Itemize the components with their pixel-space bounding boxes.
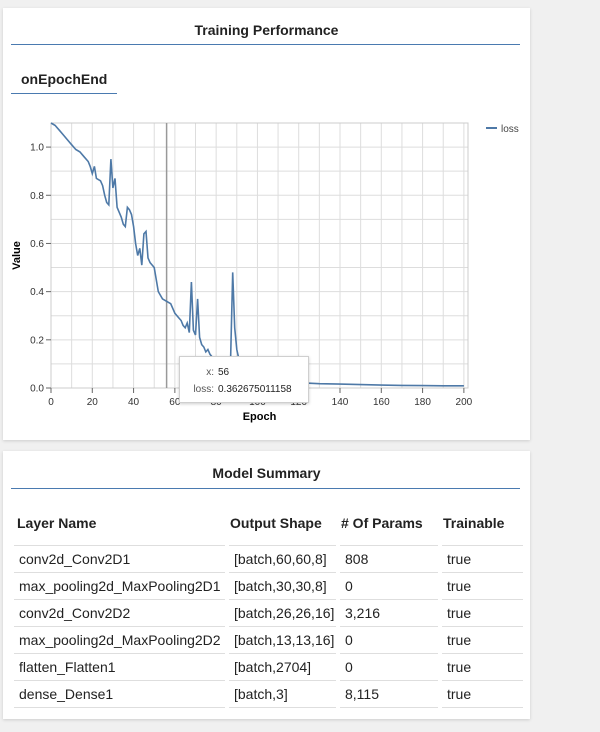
x-tick-label: 140 bbox=[332, 397, 349, 408]
summary-panel-title: Model Summary bbox=[212, 465, 321, 481]
table-row: max_pooling2d_MaxPooling2D2 [batch,13,13… bbox=[14, 626, 523, 654]
y-axis: 0.0 0.2 0.4 0.6 0.8 1.0 bbox=[30, 143, 51, 395]
training-panel-title: Training Performance bbox=[194, 22, 339, 38]
table-row: max_pooling2d_MaxPooling2D1 [batch,30,30… bbox=[14, 572, 523, 600]
x-tick-label: 200 bbox=[456, 397, 473, 408]
summary-title-divider bbox=[11, 488, 520, 489]
legend[interactable]: loss bbox=[486, 124, 519, 135]
x-tick-label: 0 bbox=[48, 397, 54, 408]
cell-params: 8,115 bbox=[336, 680, 440, 708]
cell-trainable: true bbox=[438, 653, 523, 681]
hover-tooltip: x: 56 loss: 0.362675011158 bbox=[179, 356, 309, 403]
column-header-trainable: Trainable bbox=[443, 515, 505, 531]
cell-output-shape: [batch,30,30,8] bbox=[225, 572, 338, 600]
x-tick-label: 40 bbox=[128, 397, 140, 408]
cell-params: 0 bbox=[336, 626, 440, 654]
cell-layer-name: max_pooling2d_MaxPooling2D2 bbox=[14, 626, 227, 654]
cell-trainable: true bbox=[438, 626, 523, 654]
cell-trainable: true bbox=[438, 572, 523, 600]
table-header-row: Layer Name Output Shape # Of Params Trai… bbox=[14, 501, 523, 546]
cell-output-shape: [batch,3] bbox=[225, 680, 338, 708]
y-tick-label: 0.6 bbox=[30, 239, 44, 250]
table-row: dense_Dense1 [batch,3] 8,115 true bbox=[14, 680, 523, 708]
column-header-params: # Of Params bbox=[341, 515, 423, 531]
legend-label-loss: loss bbox=[501, 124, 519, 135]
cell-output-shape: [batch,2704] bbox=[225, 653, 338, 681]
table-row: conv2d_Conv2D2 [batch,26,26,16] 3,216 tr… bbox=[14, 599, 523, 627]
tooltip-x-value: 56 bbox=[218, 367, 230, 378]
cell-output-shape: [batch,26,26,16] bbox=[225, 599, 338, 627]
tooltip-loss-row: loss: 0.362675011158 bbox=[184, 384, 292, 395]
tab-underline bbox=[11, 93, 117, 94]
y-tick-label: 0.8 bbox=[30, 191, 44, 202]
model-summary-table: Layer Name Output Shape # Of Params Trai… bbox=[14, 501, 523, 708]
cell-layer-name: max_pooling2d_MaxPooling2D1 bbox=[14, 572, 227, 600]
cell-params: 0 bbox=[336, 572, 440, 600]
loss-chart[interactable]: 020406080100120140160180200 0.00.20.40.6… bbox=[3, 8, 530, 440]
model-summary-panel: Model Summary Layer Name Output Shape # … bbox=[3, 451, 530, 719]
cell-layer-name: flatten_Flatten1 bbox=[14, 653, 227, 681]
y-tick-label: 0.2 bbox=[30, 335, 44, 346]
x-tick-label: 180 bbox=[414, 397, 431, 408]
cell-layer-name: conv2d_Conv2D2 bbox=[14, 599, 227, 627]
cell-params: 808 bbox=[336, 545, 440, 573]
tooltip-loss-key: loss: bbox=[193, 384, 214, 395]
cell-output-shape: [batch,60,60,8] bbox=[225, 545, 338, 573]
column-header-layer-name: Layer Name bbox=[17, 515, 97, 531]
cell-trainable: true bbox=[438, 545, 523, 573]
cell-trainable: true bbox=[438, 680, 523, 708]
y-tick-label: 1.0 bbox=[30, 143, 44, 154]
x-axis-label: Epoch bbox=[243, 411, 277, 423]
cell-trainable: true bbox=[438, 599, 523, 627]
chart-grid bbox=[50, 122, 468, 388]
table-row: flatten_Flatten1 [batch,2704] 0 true bbox=[14, 653, 523, 681]
column-header-output-shape: Output Shape bbox=[230, 515, 322, 531]
x-tick-label: 60 bbox=[169, 397, 181, 408]
tab-on-epoch-end[interactable]: onEpochEnd bbox=[21, 71, 108, 87]
tooltip-loss-value: 0.362675011158 bbox=[218, 384, 292, 395]
training-performance-panel: Training Performance onEpochEnd 02040608… bbox=[3, 8, 530, 440]
y-tick-label: 0.0 bbox=[30, 384, 44, 395]
title-divider bbox=[11, 44, 520, 45]
cell-layer-name: conv2d_Conv2D1 bbox=[14, 545, 227, 573]
cell-params: 3,216 bbox=[336, 599, 440, 627]
x-tick-label: 160 bbox=[373, 397, 390, 408]
cell-output-shape: [batch,13,13,16] bbox=[225, 626, 338, 654]
cell-layer-name: dense_Dense1 bbox=[14, 680, 227, 708]
tooltip-x-row: x: 56 bbox=[184, 367, 229, 378]
x-tick-label: 20 bbox=[87, 397, 99, 408]
y-tick-label: 0.4 bbox=[30, 287, 44, 298]
cell-params: 0 bbox=[336, 653, 440, 681]
tooltip-x-key: x: bbox=[206, 367, 214, 378]
y-axis-label: Value bbox=[11, 241, 23, 270]
table-row: conv2d_Conv2D1 [batch,60,60,8] 808 true bbox=[14, 545, 523, 573]
plot-frame bbox=[50, 122, 469, 389]
